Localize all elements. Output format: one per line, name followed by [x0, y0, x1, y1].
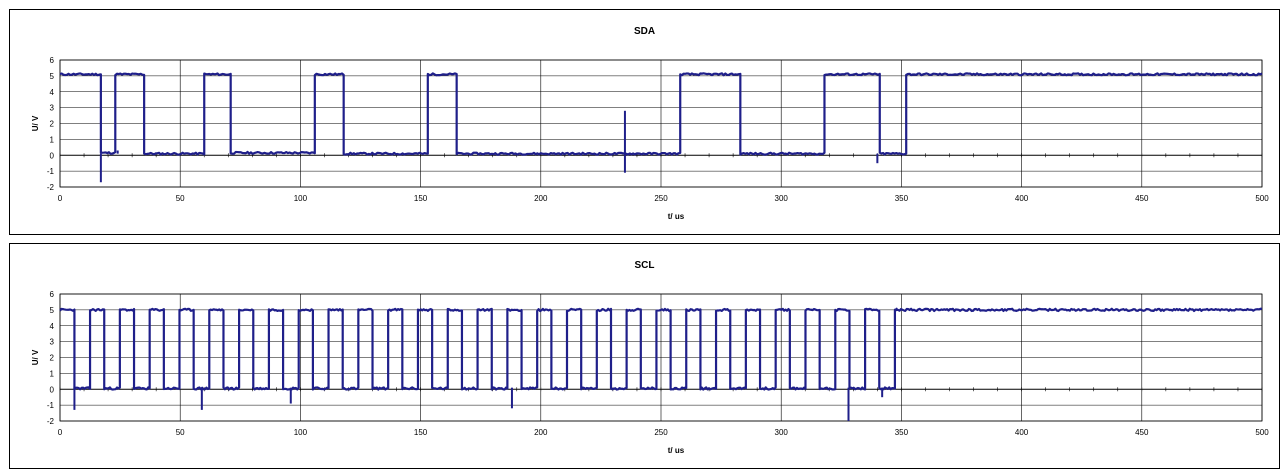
x-tick-label: 250: [654, 428, 668, 437]
y-tick-label: 3: [50, 104, 55, 113]
chart-title: SDA: [634, 26, 655, 37]
y-tick-label: -2: [47, 183, 55, 192]
x-tick-label: 200: [534, 194, 548, 203]
x-axis-label: t/ us: [668, 446, 685, 455]
x-tick-label: 500: [1255, 428, 1269, 437]
y-tick-label: 5: [50, 72, 55, 81]
scl-plot: SCL -2 -1 0 1 2 3 4 5 6 0 50 100 150 200 250 300 350 400 45…: [31, 260, 1269, 455]
y-tick-label: 1: [50, 135, 55, 144]
y-tick-label: 0: [50, 151, 55, 160]
x-axis-label: t/ us: [668, 212, 685, 221]
plot-area: [59, 59, 1263, 188]
x-tick-label: 150: [414, 428, 428, 437]
x-tick-label: 400: [1015, 194, 1029, 203]
x-tick-label: 100: [294, 194, 308, 203]
x-tick-label: 450: [1135, 194, 1149, 203]
x-tick-label: 300: [775, 194, 789, 203]
y-tick-label: 3: [50, 338, 55, 347]
x-tick-label: 200: [534, 428, 548, 437]
y-tick-label: 5: [50, 306, 55, 315]
x-tick-label: 0: [58, 428, 63, 437]
x-tick-label: 0: [58, 194, 63, 203]
y-tick-label: -1: [47, 167, 55, 176]
x-tick-label: 300: [775, 428, 789, 437]
y-tick-label: -1: [47, 401, 55, 410]
y-tick-label: 0: [50, 385, 55, 394]
x-tick-label: 150: [414, 194, 428, 203]
x-tick-label: 400: [1015, 428, 1029, 437]
y-tick-label: 4: [50, 322, 55, 331]
x-tick-label: 350: [895, 428, 909, 437]
y-tick-label: 4: [50, 88, 55, 97]
x-tick-label: 250: [654, 194, 668, 203]
chart-title: SCL: [635, 260, 655, 271]
x-tick-label: 500: [1255, 194, 1269, 203]
y-tick-label: 2: [50, 120, 55, 129]
x-tick-label: 50: [176, 194, 185, 203]
y-tick-label: -2: [47, 417, 55, 426]
x-tick-label: 100: [294, 428, 308, 437]
x-tick-label: 350: [895, 194, 909, 203]
y-axis-label: U/ V: [31, 349, 40, 365]
signal-trace: [59, 72, 1263, 156]
y-tick-label: 6: [50, 290, 55, 299]
scl-chart: SCL -2 -1 0 1 2 3 4 5 6 0 50 100 150 200 250 300 350 400 45…: [9, 243, 1280, 469]
x-tick-label: 450: [1135, 428, 1149, 437]
y-tick-label: 1: [50, 369, 55, 378]
y-tick-label: 2: [50, 354, 55, 363]
signal-trace: [59, 307, 1263, 391]
x-tick-label: 50: [176, 428, 185, 437]
plot-area: [59, 293, 1263, 422]
y-tick-label: 6: [50, 56, 55, 65]
sda-plot: SDA -2 -1 0 1 2 3 4 5 6 0 50 100 150 200 250 300 350 400 45…: [31, 26, 1269, 221]
sda-chart: SDA -2 -1 0 1 2 3 4 5 6 0 50 100 150 200 250 300 350 400 45…: [9, 9, 1280, 235]
gridlines: [59, 59, 1263, 188]
y-axis-label: U/ V: [31, 115, 40, 131]
gridlines: [59, 293, 1263, 422]
